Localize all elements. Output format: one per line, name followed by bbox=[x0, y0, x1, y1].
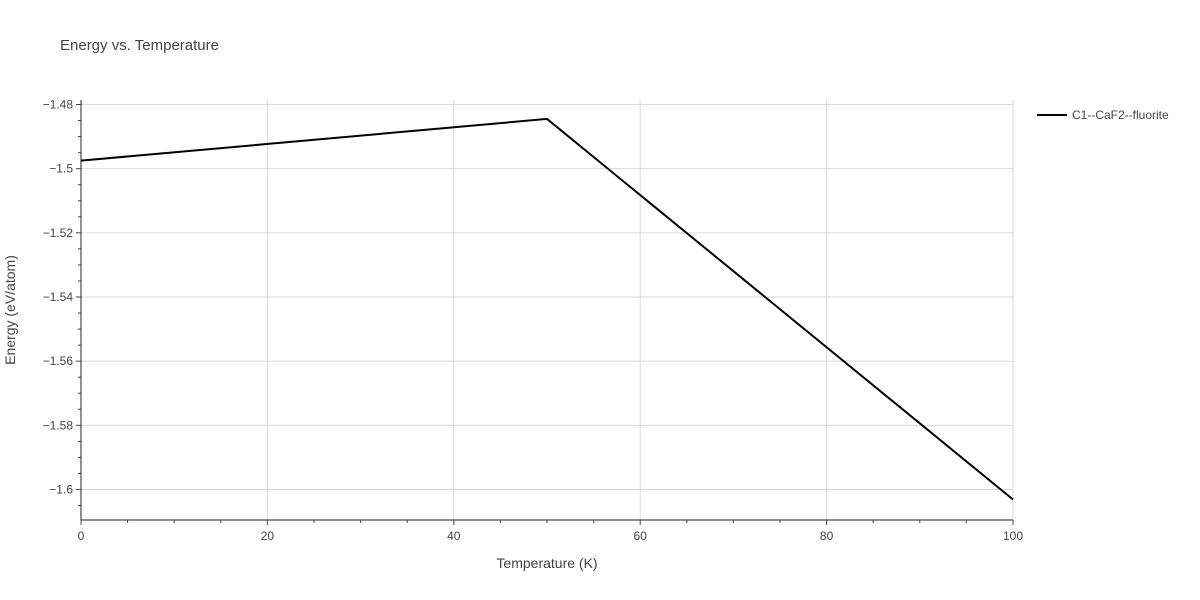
x-tick-label: 60 bbox=[634, 529, 648, 543]
x-tick-label: 40 bbox=[447, 529, 461, 543]
legend[interactable]: C1--CaF2--fluorite bbox=[1037, 108, 1169, 122]
y-tick-label: −1.52 bbox=[43, 226, 74, 240]
chart-title: Energy vs. Temperature bbox=[60, 37, 219, 54]
x-tick-label: 100 bbox=[1003, 529, 1023, 543]
x-axis-ticks: 0 20 40 60 80 100 bbox=[78, 520, 1023, 543]
y-tick-label: −1.58 bbox=[43, 418, 74, 432]
y-tick-label: −1.56 bbox=[43, 354, 74, 368]
x-tick-label: 80 bbox=[820, 529, 834, 543]
y-axis-ticks: −1.48 −1.5 −1.52 −1.54 −1.56 −1.58 −1.6 bbox=[43, 97, 81, 507]
y-tick-label: −1.54 bbox=[43, 290, 74, 304]
y-tick-label: −1.6 bbox=[49, 483, 73, 497]
series-lines bbox=[80, 117, 1014, 501]
y-tick-label: −1.5 bbox=[49, 162, 73, 176]
x-tick-label: 0 bbox=[78, 529, 85, 543]
x-axis-label: Temperature (K) bbox=[496, 555, 597, 571]
y-axis-label: Energy (eV/atom) bbox=[2, 255, 18, 365]
legend-item-label: C1--CaF2--fluorite bbox=[1072, 108, 1169, 122]
series-line[interactable] bbox=[80, 117, 1014, 501]
x-tick-label: 20 bbox=[261, 529, 275, 543]
y-tick-label: −1.48 bbox=[43, 97, 74, 111]
axes bbox=[80, 100, 1013, 521]
grid-lines bbox=[81, 100, 1014, 520]
